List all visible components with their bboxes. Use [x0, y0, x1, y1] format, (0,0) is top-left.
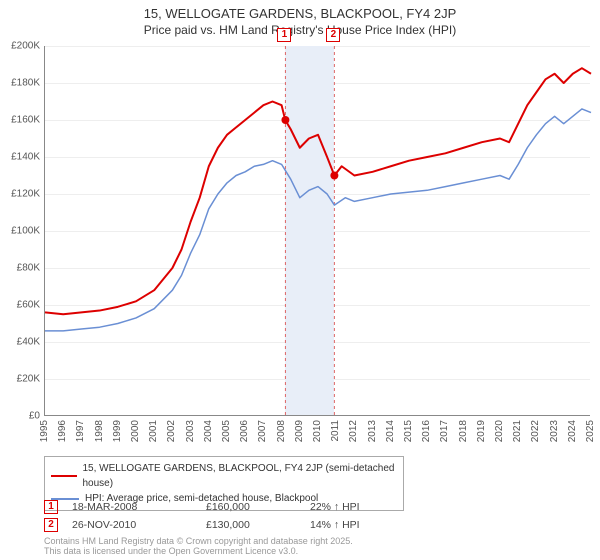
x-tick-label: 2019: [476, 420, 487, 442]
y-tick-label: £80K: [17, 263, 44, 274]
legend-swatch: [51, 475, 77, 477]
sale-price: £130,000: [206, 519, 296, 531]
x-tick-label: 1998: [94, 420, 105, 442]
x-tick-label: 2020: [494, 420, 505, 442]
line-series-svg: [45, 46, 590, 415]
series-price_paid: [45, 68, 591, 314]
y-tick-label: £100K: [11, 226, 44, 237]
x-tick-label: 1996: [57, 420, 68, 442]
y-tick-label: £120K: [11, 189, 44, 200]
sale-dot: [281, 116, 289, 124]
x-tick-label: 2014: [385, 420, 396, 442]
x-tick-label: 2009: [294, 420, 305, 442]
x-tick-label: 2000: [130, 420, 141, 442]
y-tick-label: £200K: [11, 41, 44, 52]
chart-title-line1: 15, WELLOGATE GARDENS, BLACKPOOL, FY4 2J…: [0, 0, 600, 23]
attribution-footer: Contains HM Land Registry data © Crown c…: [44, 536, 353, 557]
y-tick-label: £60K: [17, 300, 44, 311]
x-tick-label: 2005: [221, 420, 232, 442]
sale-index-box: 1: [44, 500, 58, 514]
x-tick-label: 2018: [458, 420, 469, 442]
footer-line1: Contains HM Land Registry data © Crown c…: [44, 536, 353, 546]
x-tick-label: 2010: [312, 420, 323, 442]
sale-date: 26-NOV-2010: [72, 519, 192, 531]
sale-date: 18-MAR-2008: [72, 501, 192, 513]
sales-table-row: 1 18-MAR-2008 £160,000 22% ↑ HPI: [44, 498, 430, 516]
price-chart: 15, WELLOGATE GARDENS, BLACKPOOL, FY4 2J…: [0, 0, 600, 560]
y-tick-label: £160K: [11, 115, 44, 126]
x-tick-label: 2001: [148, 420, 159, 442]
x-tick-label: 1995: [39, 420, 50, 442]
y-tick-label: £40K: [17, 337, 44, 348]
chart-title-line2: Price paid vs. HM Land Registry's House …: [0, 23, 600, 41]
x-tick-label: 2016: [421, 420, 432, 442]
sale-vs-hpi: 22% ↑ HPI: [310, 501, 430, 513]
x-tick-label: 2023: [549, 420, 560, 442]
y-tick-label: £180K: [11, 78, 44, 89]
x-tick-label: 2015: [403, 420, 414, 442]
x-tick-label: 2003: [185, 420, 196, 442]
y-tick-label: £20K: [17, 374, 44, 385]
sale-price: £160,000: [206, 501, 296, 513]
x-tick-label: 2004: [203, 420, 214, 442]
x-tick-label: 2022: [530, 420, 541, 442]
x-tick-label: 2013: [367, 420, 378, 442]
x-tick-label: 2012: [348, 420, 359, 442]
plot-area: [44, 46, 590, 416]
sale-marker-label: 2: [326, 28, 340, 42]
x-tick-label: 2024: [567, 420, 578, 442]
legend-label: 15, WELLOGATE GARDENS, BLACKPOOL, FY4 2J…: [83, 461, 398, 491]
x-tick-label: 2011: [330, 420, 341, 442]
sale-marker-label: 1: [277, 28, 291, 42]
sale-vs-hpi: 14% ↑ HPI: [310, 519, 430, 531]
x-tick-label: 2007: [257, 420, 268, 442]
x-tick-label: 2002: [166, 420, 177, 442]
footer-line2: This data is licensed under the Open Gov…: [44, 546, 353, 556]
x-tick-label: 2006: [239, 420, 250, 442]
x-tick-label: 2025: [585, 420, 596, 442]
x-tick-label: 1999: [112, 420, 123, 442]
x-tick-label: 2021: [512, 420, 523, 442]
sale-index-box: 2: [44, 518, 58, 532]
sale-dot: [330, 172, 338, 180]
x-tick-label: 2008: [276, 420, 287, 442]
sales-table-row: 2 26-NOV-2010 £130,000 14% ↑ HPI: [44, 516, 430, 534]
x-tick-label: 2017: [439, 420, 450, 442]
y-tick-label: £140K: [11, 152, 44, 163]
legend-row: 15, WELLOGATE GARDENS, BLACKPOOL, FY4 2J…: [51, 461, 397, 491]
x-tick-label: 1997: [75, 420, 86, 442]
sales-table: 1 18-MAR-2008 £160,000 22% ↑ HPI 2 26-NOV-201…: [44, 498, 430, 534]
